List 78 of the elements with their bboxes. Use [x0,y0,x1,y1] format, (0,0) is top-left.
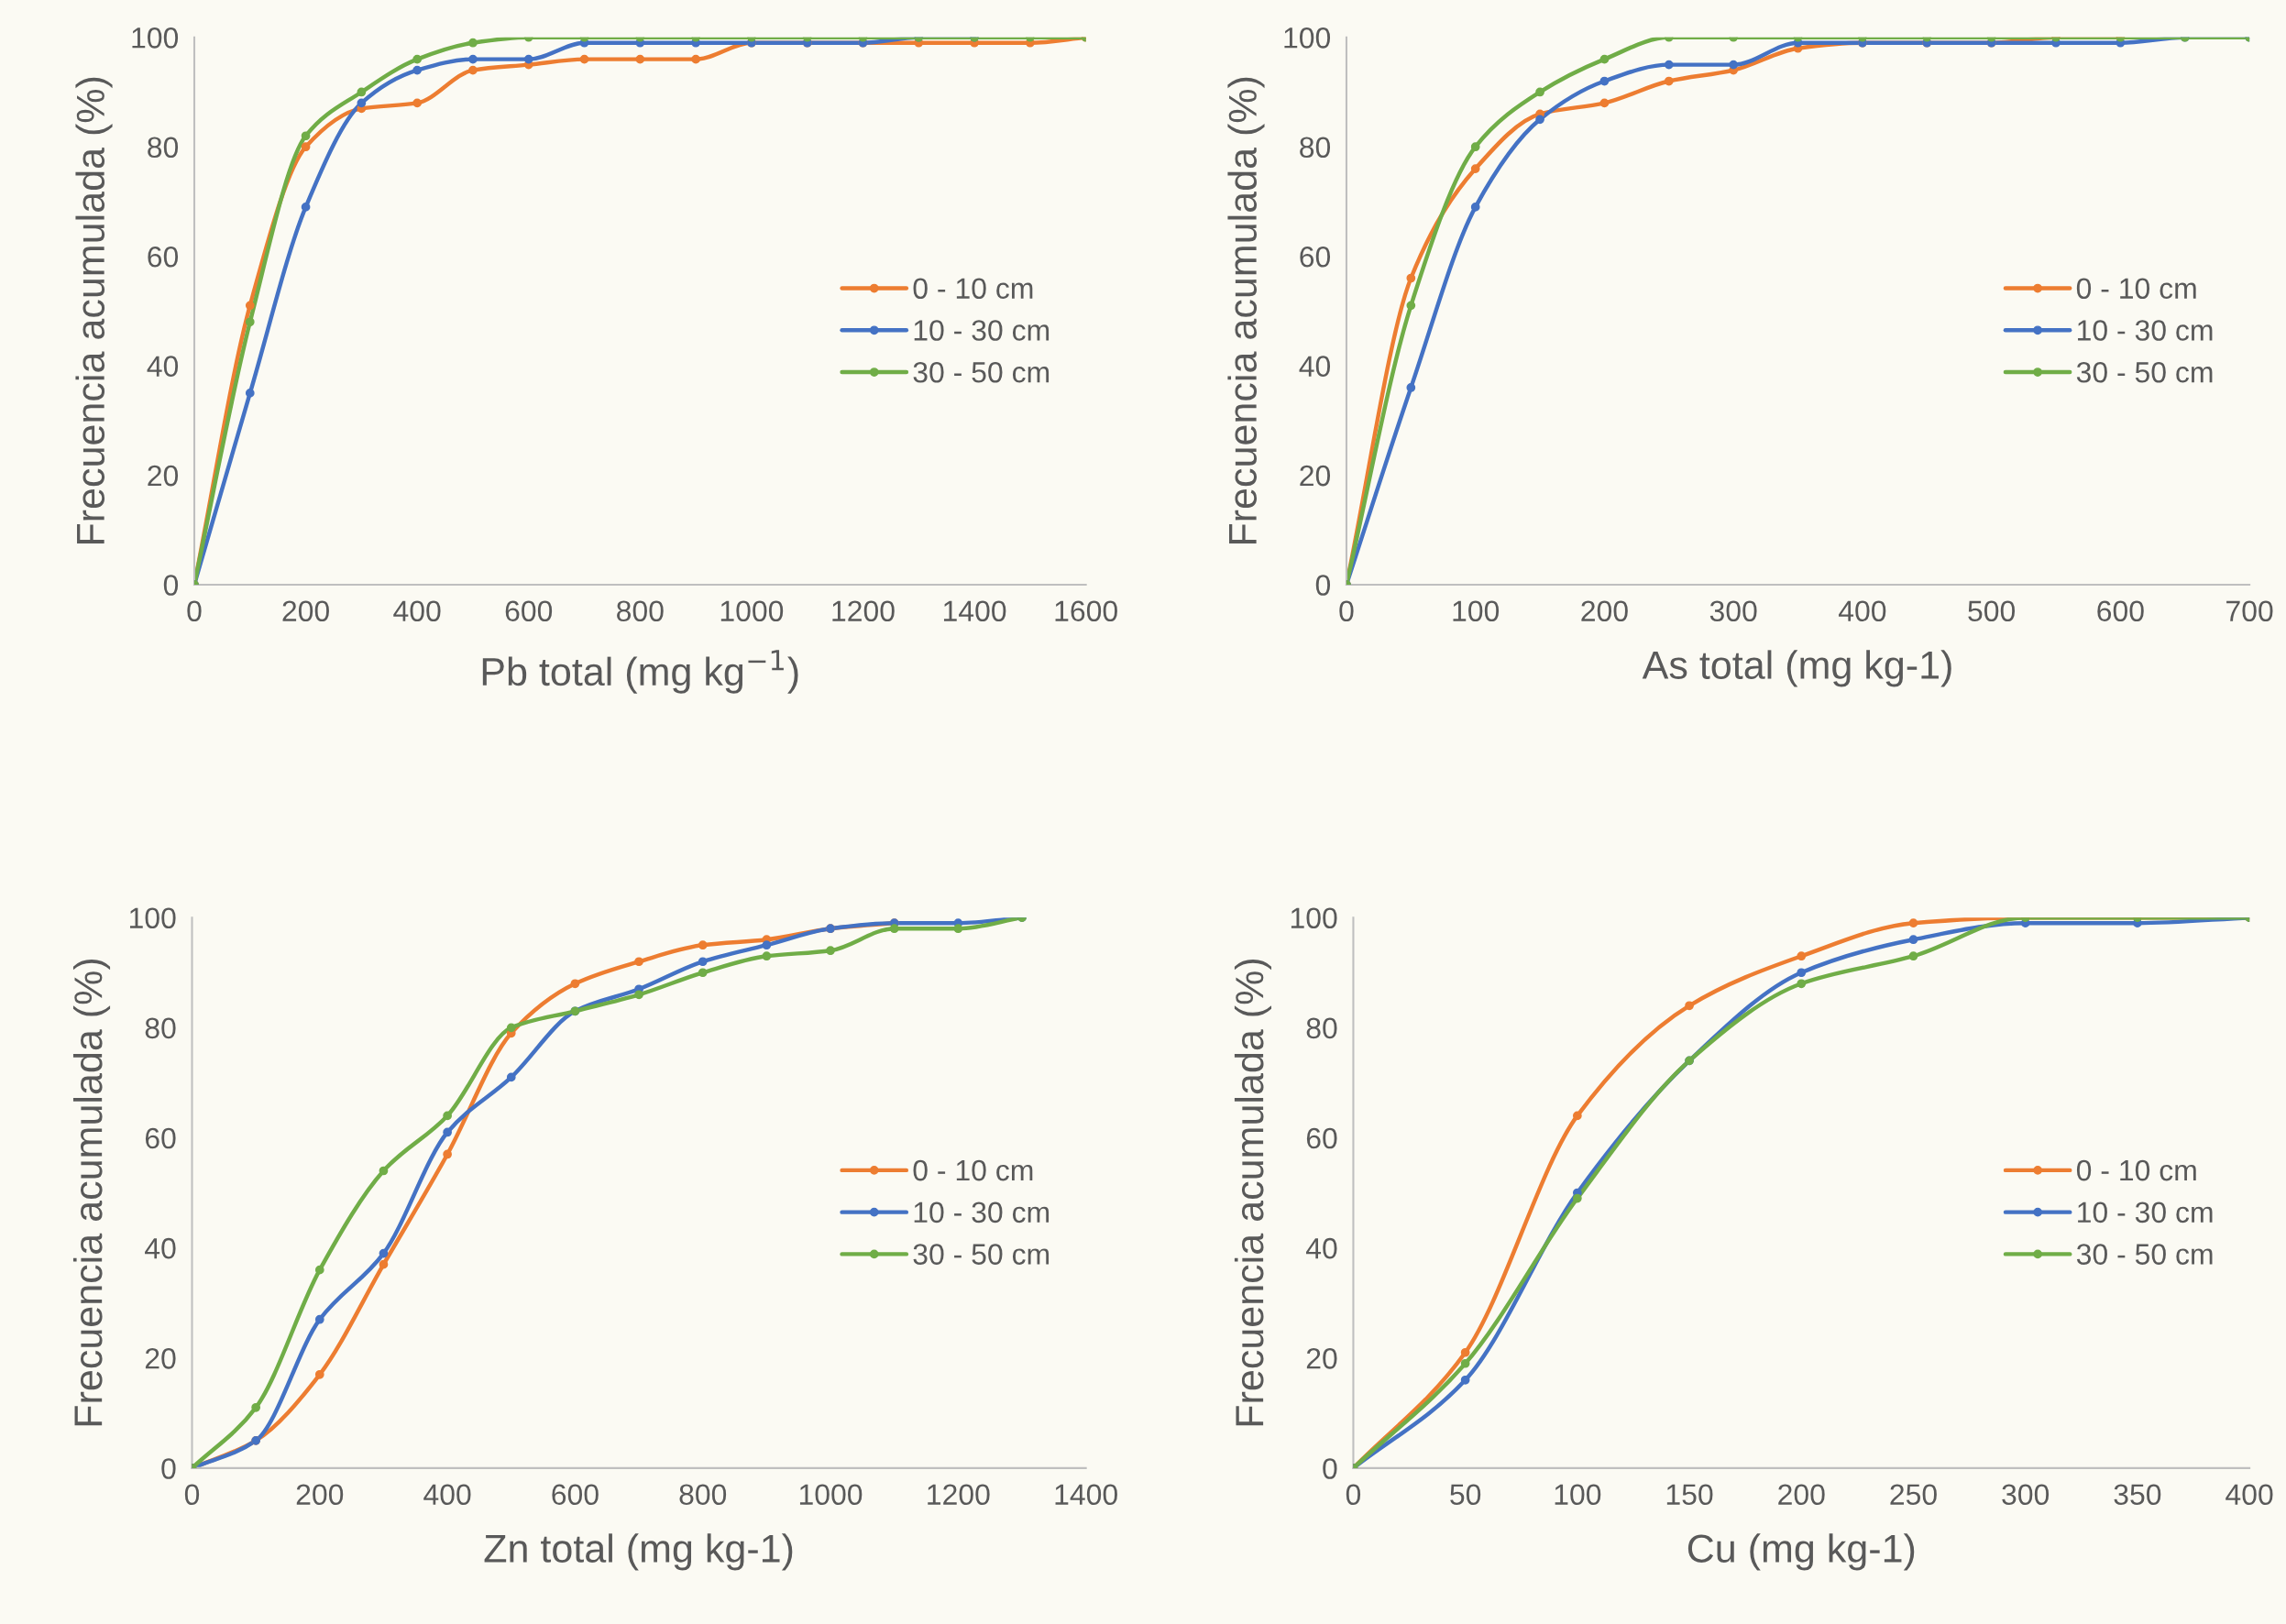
x-tick-label: 0 [1339,600,1354,622]
legend-label: 0 - 10 cm [913,1159,1033,1181]
y-tick-label: 100 [1291,907,1337,929]
y-tick-label: 60 [1300,246,1331,268]
x-tick-label: 50 [1450,1484,1481,1506]
y-tick-label: 80 [148,137,179,159]
legend-label: 30 - 50 cm [2076,1244,2213,1265]
x-tick-label: 400 [393,600,441,622]
y-tick-label: 60 [148,246,179,268]
x-tick-label: 0 [187,600,202,622]
x-axis-title: As total (mg kg-1) [1642,650,1951,687]
x-tick-label: 100 [1453,600,1500,622]
y-axis-title: Frecuencia acumulada (%) [1227,77,1265,544]
x-tick-label: 200 [1581,600,1628,622]
legend-label: 10 - 30 cm [2078,1202,2213,1223]
x-tick-label: 1200 [832,600,895,622]
y-tick-label: 80 [1300,137,1331,159]
y-axis-title: Frecuencia acumulada (%) [1234,959,1272,1426]
y-tick-label: 0 [1323,1458,1337,1479]
y-tick-label: 40 [145,1237,176,1259]
y-axis-title: Frecuencia acumulada (%) [75,77,113,544]
x-tick-label: 1000 [799,1484,863,1506]
legend-label: 10 - 30 cm [2078,320,2213,341]
legend-label: 10 - 30 cm [914,1202,1050,1223]
x-tick-label: 600 [505,600,553,622]
y-tick-label: 20 [148,465,179,487]
y-tick-label: 40 [1305,1237,1337,1259]
x-tick-label: 150 [1666,1484,1713,1506]
legend-label: 0 - 10 cm [2076,1159,2196,1181]
y-tick-label: 60 [1306,1127,1337,1149]
x-tick-label: 0 [1346,1484,1361,1506]
x-tick-label: 800 [679,1484,727,1506]
y-tick-label: 100 [129,907,176,929]
x-tick-label: 300 [1709,600,1757,622]
x-tick-label: 300 [2002,1484,2050,1506]
y-tick-label: 40 [147,356,179,377]
y-tick-label: 0 [163,575,179,596]
x-tick-label: 1400 [943,600,1006,622]
y-tick-label: 0 [161,1458,176,1479]
x-axis-title: Pb total (mg kg$^{−1}$) [482,650,798,694]
x-axis-title: Cu (mg kg-1) [1687,1533,1915,1571]
x-tick-label: 700 [2226,600,2273,622]
x-tick-label: 1200 [928,1484,990,1506]
legend-label: 10 - 30 cm [914,320,1050,341]
x-tick-label: 1000 [720,600,784,622]
x-tick-label: 200 [1778,1484,1825,1506]
legend-label: 30 - 50 cm [913,361,1050,383]
x-tick-label: 0 [184,1484,200,1506]
y-tick-label: 20 [1300,465,1331,487]
x-tick-label: 350 [2114,1484,2161,1506]
legend-label: 0 - 10 cm [2076,278,2196,300]
x-tick-label: 1400 [1055,1484,1117,1506]
x-tick-label: 500 [1968,600,2016,622]
x-tick-label: 1600 [1055,600,1117,622]
y-tick-label: 40 [1299,356,1331,377]
y-tick-label: 60 [145,1127,176,1149]
x-tick-label: 600 [552,1484,599,1506]
x-tick-label: 200 [296,1484,344,1506]
y-axis-title: Frecuencia acumulada (%) [72,959,111,1426]
x-axis-title: Zn total (mg kg-1) [484,1533,793,1571]
x-tick-label: 800 [617,600,664,622]
y-tick-label: 20 [1306,1348,1337,1369]
y-tick-label: 0 [1315,575,1331,596]
y-tick-label: 20 [145,1348,176,1369]
legend-label: 30 - 50 cm [2076,361,2213,383]
x-tick-label: 200 [282,600,329,622]
x-tick-label: 400 [1838,600,1886,622]
y-tick-label: 100 [132,27,179,49]
legend-label: 0 - 10 cm [913,278,1033,300]
y-tick-label: 80 [1306,1017,1337,1039]
x-tick-label: 250 [1890,1484,1937,1506]
y-tick-label: 80 [145,1017,176,1039]
y-tick-label: 100 [1284,27,1331,49]
x-tick-label: 400 [423,1484,471,1506]
legend-label: 30 - 50 cm [913,1244,1050,1265]
x-tick-label: 600 [2097,600,2144,622]
x-tick-label: 100 [1555,1484,1601,1506]
x-tick-label: 400 [2226,1484,2273,1506]
